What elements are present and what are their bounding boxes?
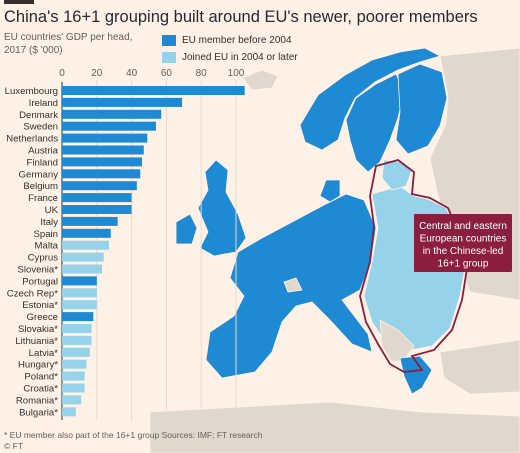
x-tick-label: 0 (59, 68, 65, 79)
chart-subtitle: EU countries' GDP per head, 2017 ($ '000… (4, 31, 132, 57)
subtitle-line-1: EU countries' GDP per head, (4, 32, 133, 43)
legend-label-new: Joined EU in 2004 or later (182, 52, 298, 63)
category-label: Portugal (22, 276, 58, 287)
bar (62, 169, 141, 179)
legend-item-old: EU member before 2004 (162, 32, 298, 49)
category-label: Romania* (16, 395, 58, 406)
category-label: Austria (28, 146, 59, 157)
sixteen-plus-one-outline (359, 159, 469, 373)
bar (62, 97, 183, 107)
category-label: Luxembourg (5, 86, 58, 97)
category-label: Spain (33, 229, 58, 240)
baltics-shape (381, 159, 413, 191)
annotation-line: Central and eastern (419, 221, 507, 232)
turkey-shape (439, 339, 520, 395)
europe-map (149, 47, 520, 453)
bar (62, 395, 82, 405)
bar (62, 157, 143, 167)
sweden-shape (345, 73, 405, 173)
bar (62, 240, 109, 250)
ft-brand: © FT (4, 441, 24, 451)
bar (62, 359, 87, 369)
bar (62, 371, 85, 381)
bar (62, 407, 76, 417)
bar (62, 288, 97, 298)
bar-series: LuxembourgIrelandDenmarkSwedenNetherland… (5, 86, 245, 418)
map-annotation: Central and eastern European countriesin … (414, 214, 512, 272)
category-label: Malta (35, 241, 59, 252)
bar (62, 383, 85, 393)
bar (62, 145, 144, 155)
ireland-shape (175, 213, 198, 245)
x-tick-label: 60 (161, 68, 173, 79)
bar (62, 252, 104, 262)
legend-item-new: Joined EU in 2004 or later (162, 49, 298, 66)
iceland-shape (242, 69, 279, 91)
bar (62, 86, 245, 95)
bar (62, 133, 148, 143)
annotation-line: European countries (420, 234, 507, 245)
category-label: Czech Rep* (7, 288, 58, 299)
category-label: Sweden (23, 122, 58, 133)
legend: EU member before 2004 Joined EU in 2004 … (162, 32, 298, 66)
x-tick-label: 40 (126, 68, 138, 79)
greece-shape (399, 355, 433, 395)
category-label: Bulgaria* (19, 407, 58, 418)
bar (62, 276, 97, 286)
bar (62, 109, 162, 119)
denmark-shape (319, 179, 341, 203)
bar (62, 205, 132, 214)
bar (62, 181, 137, 191)
footer-note: * EU member also part of the 16+1 group … (4, 430, 263, 440)
north-africa-shape (149, 401, 520, 453)
uk-shape (197, 159, 247, 257)
chart-title: China's 16+1 grouping built around EU's … (4, 8, 478, 26)
norway-shape (299, 47, 442, 151)
category-label: Germany (19, 169, 59, 180)
annotation-line: 16+1 group (438, 259, 489, 270)
bar (62, 324, 92, 333)
legend-label-old: EU member before 2004 (182, 35, 292, 46)
bar (62, 193, 132, 203)
category-label: Cyprus (28, 253, 59, 264)
bar (62, 264, 103, 274)
x-tick-label: 20 (91, 68, 103, 79)
category-label: Hungary* (18, 360, 58, 371)
bar (62, 228, 111, 238)
finland-shape (395, 63, 448, 155)
category-label: Lithuania* (15, 336, 58, 347)
category-label: Latvia* (29, 348, 59, 359)
bar (62, 312, 94, 322)
bar (62, 121, 156, 131)
category-label: Finland (27, 157, 58, 168)
bar (62, 347, 90, 357)
category-label: Italy (40, 217, 58, 228)
category-label: Ireland (29, 98, 58, 109)
category-label: Greece (27, 312, 58, 323)
category-label: Belgium (23, 181, 58, 192)
annotation-line: in the Chinese-led (423, 246, 504, 257)
subtitle-line-2: 2017 ($ '000) (4, 45, 63, 56)
x-tick-label: 100 (228, 68, 245, 79)
bar (62, 335, 92, 345)
category-label: Estonia* (22, 300, 58, 311)
x-tick-label: 80 (196, 68, 208, 79)
category-label: France (28, 193, 58, 204)
category-label: Netherlands (6, 134, 58, 145)
category-label: Poland* (24, 372, 58, 383)
category-label: UK (45, 205, 59, 216)
category-label: Slovakia* (18, 324, 58, 335)
top-accent-bar (4, 0, 34, 4)
category-label: Slovenia* (17, 265, 58, 276)
category-label: Croatia* (23, 384, 58, 395)
legend-swatch-old (162, 35, 176, 46)
annotation-box (414, 214, 512, 272)
bar (62, 300, 97, 310)
switzerland-shape (283, 277, 303, 293)
legend-swatch-new (162, 52, 176, 63)
category-label: Denmark (19, 110, 58, 121)
bar (62, 216, 118, 226)
